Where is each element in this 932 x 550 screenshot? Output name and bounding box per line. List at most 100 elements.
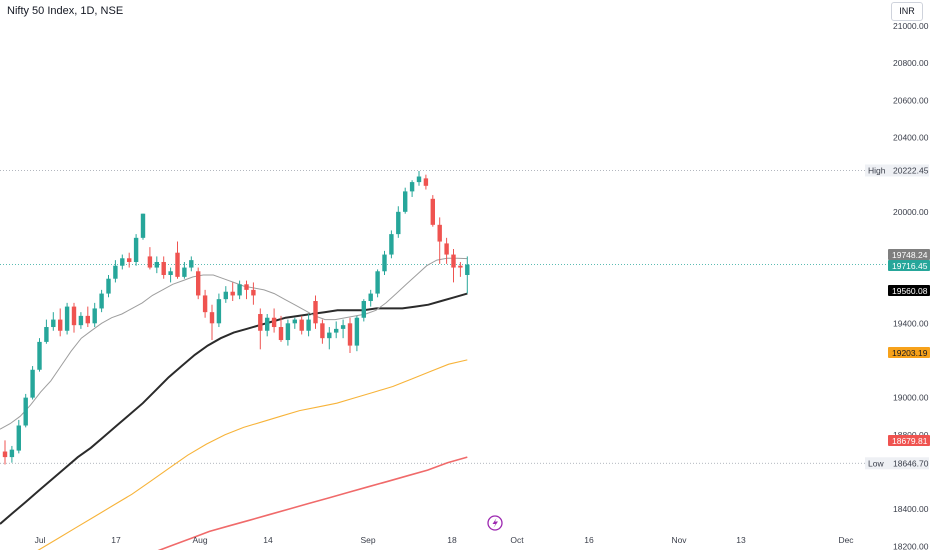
- candle-body: [44, 327, 49, 342]
- y-tick-label: 20400.00: [893, 133, 929, 143]
- candle-body: [271, 317, 277, 328]
- grid-lines: [0, 170, 886, 464]
- candle-body: [451, 254, 456, 268]
- price-tag-label: 19560.08: [892, 286, 928, 296]
- y-tick-label: 18800.00: [893, 430, 929, 440]
- candle-body: [403, 191, 408, 212]
- y-tick-label: 18200.00: [893, 541, 929, 550]
- candle-body: [382, 254, 387, 272]
- x-tick-label: Aug: [192, 535, 207, 545]
- candles: [2, 170, 470, 465]
- candle-body: [133, 237, 139, 262]
- candle-body: [444, 243, 449, 255]
- candle-body: [430, 198, 435, 225]
- candle-body: [196, 271, 201, 296]
- candle-body: [51, 319, 56, 328]
- price-tag: [888, 249, 930, 260]
- candle-body: [9, 449, 15, 458]
- candle-body: [37, 341, 42, 370]
- ma20-line: [0, 257, 468, 430]
- candle-body: [389, 234, 394, 255]
- candle-body: [223, 291, 228, 300]
- candle-body: [182, 267, 187, 277]
- y-tick-label: 20000.00: [893, 207, 929, 217]
- candle-body: [465, 264, 470, 275]
- candle-body: [237, 284, 242, 296]
- candle-body: [16, 425, 21, 451]
- y-tick-label: 21000.00: [893, 21, 929, 31]
- candle-body: [120, 258, 125, 266]
- price-tag: [888, 260, 930, 271]
- chart-title: Nifty 50 Index, 1D, NSE: [7, 5, 124, 17]
- candle-body: [2, 451, 8, 458]
- y-tick-label: 20800.00: [893, 58, 929, 68]
- currency-selector[interactable]: INR: [891, 2, 923, 21]
- x-tick-label: 16: [584, 535, 594, 545]
- candle-body: [189, 260, 194, 268]
- ma200-line: [157, 456, 468, 550]
- candle-body: [265, 317, 270, 331]
- candle-body: [202, 295, 208, 313]
- time-axis[interactable]: Jul 17 Aug 14 Sep 18 Oct 16 Nov 13 Dec: [35, 535, 855, 545]
- price-tag-label: 19203.19: [892, 348, 928, 358]
- candle-body: [278, 327, 284, 341]
- candle-body: [85, 315, 90, 324]
- candle-body: [64, 306, 70, 331]
- candle-body: [334, 328, 339, 333]
- candle-body: [147, 256, 153, 268]
- candle-body: [251, 289, 256, 296]
- candle-body: [71, 306, 77, 326]
- candle-body: [292, 319, 297, 324]
- price-tag-label: 19716.45: [892, 261, 928, 271]
- price-tag: [888, 285, 930, 296]
- x-tick-label: 13: [736, 535, 746, 545]
- candle-body: [396, 211, 401, 235]
- lightning-icon[interactable]: [487, 515, 503, 531]
- candle-body: [409, 182, 415, 192]
- candle-body: [244, 284, 249, 290]
- candle-body: [106, 278, 111, 294]
- candle-body: [99, 293, 104, 309]
- price-tag: [888, 435, 930, 446]
- candle-body: [113, 265, 118, 279]
- candle-body: [154, 261, 159, 268]
- x-tick-label: Oct: [510, 535, 524, 545]
- candle-body: [92, 308, 97, 324]
- y-tick-label: 20600.00: [893, 95, 929, 105]
- x-tick-label: 18: [447, 535, 457, 545]
- candle-body: [216, 299, 222, 324]
- candle-body: [313, 301, 318, 324]
- candle-body: [368, 293, 373, 302]
- x-tick-label: 17: [111, 535, 121, 545]
- candle-body: [340, 325, 346, 329]
- candle-body: [140, 213, 146, 238]
- candle-body: [285, 323, 291, 341]
- candle-body: [168, 271, 173, 275]
- price-axis[interactable]: 21000.00 20800.00 20600.00 20400.00 20000.00…: [893, 21, 929, 550]
- candle-body: [423, 178, 429, 186]
- candle-body: [361, 301, 366, 318]
- candle-body: [327, 332, 332, 339]
- candle-body: [78, 315, 84, 326]
- moving-averages: [0, 257, 468, 550]
- high-value: 20222.45: [893, 165, 929, 175]
- y-tick-label: 19400.00: [893, 318, 929, 328]
- low-value: 18646.70: [893, 458, 929, 468]
- x-tick-label: 14: [263, 535, 273, 545]
- low-label: Low: [868, 458, 884, 468]
- candle-body: [306, 319, 311, 331]
- candle-body: [437, 224, 442, 242]
- candle-body: [209, 312, 215, 324]
- candle-body: [354, 317, 360, 346]
- candle-body: [23, 397, 28, 426]
- candle-body: [299, 319, 304, 331]
- y-tick-label: 19000.00: [893, 393, 929, 403]
- price-tag-label: 18679.81: [892, 436, 928, 446]
- candle-body: [416, 176, 422, 183]
- high-label: High: [868, 165, 886, 175]
- candle-body: [175, 252, 180, 277]
- price-tag: [888, 347, 930, 358]
- ma50-line: [0, 292, 468, 525]
